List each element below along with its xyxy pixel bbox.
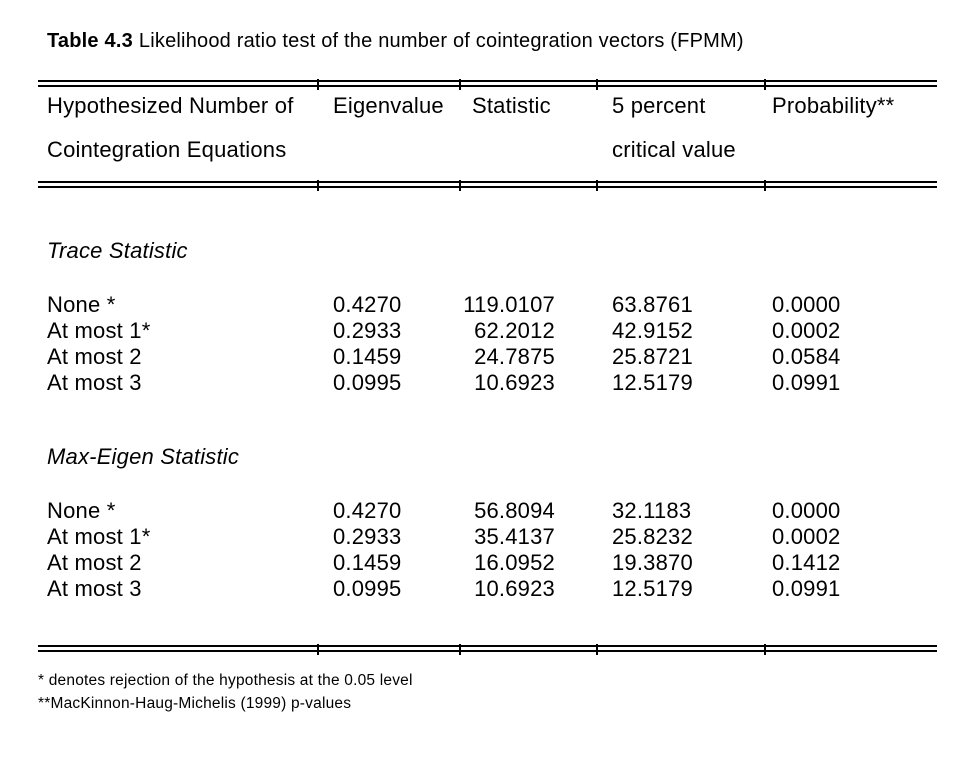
probability-cell: 0.0000 — [772, 292, 841, 317]
table-header-rule — [38, 180, 937, 191]
probability-cell: 0.0991 — [772, 576, 841, 601]
table-row: At most 2 0.1459 16.0952 19.3870 0.1412 — [38, 550, 937, 576]
header-critical-line2: critical value — [612, 137, 736, 162]
column-tick — [596, 644, 598, 655]
statistic-cell: 10.6923 — [474, 576, 555, 601]
table-caption: Table 4.3 Likelihood ratio test of the nu… — [47, 28, 975, 54]
table-number: Table 4.3 — [47, 30, 133, 52]
statistic-cell: 24.7875 — [474, 344, 555, 369]
column-tick — [459, 644, 461, 655]
critical-value-cell: 25.8721 — [612, 344, 693, 369]
column-tick — [764, 79, 766, 90]
hypothesis-cell: None * — [47, 498, 116, 523]
table-row: At most 1* 0.2933 62.2012 42.9152 0.0002 — [38, 318, 937, 344]
header-critical-line1: 5 percent — [612, 93, 706, 118]
header-probability-label: Probability** — [772, 93, 895, 118]
table-caption-text: Likelihood ratio test of the number of c… — [138, 30, 744, 52]
eigenvalue-cell: 0.1459 — [333, 550, 402, 575]
eigenvalue-cell: 0.2933 — [333, 524, 402, 549]
critical-value-cell: 12.5179 — [612, 576, 693, 601]
hypothesis-cell: At most 1* — [47, 524, 151, 549]
trace-rows: None * 0.4270 119.0107 63.8761 0.0000 At… — [0, 292, 975, 396]
column-tick — [317, 180, 319, 191]
footnote-pvalues: **MacKinnon-Haug-Michelis (1999) p-value… — [38, 695, 352, 712]
hypothesis-cell: At most 2 — [47, 550, 142, 575]
hypothesis-cell: At most 1* — [47, 318, 151, 343]
critical-value-cell: 63.8761 — [612, 292, 693, 317]
probability-cell: 0.0002 — [772, 318, 841, 343]
probability-cell: 0.1412 — [772, 550, 841, 575]
critical-value-cell: 25.8232 — [612, 524, 693, 549]
column-tick — [459, 79, 461, 90]
column-tick — [764, 180, 766, 191]
header-statistic: Statistic — [460, 93, 597, 181]
column-tick — [317, 79, 319, 90]
critical-value-cell: 12.5179 — [612, 370, 693, 395]
probability-cell: 0.0584 — [772, 344, 841, 369]
eigenvalue-cell: 0.1459 — [333, 344, 402, 369]
hypothesis-cell: None * — [47, 292, 116, 317]
statistic-cell: 10.6923 — [474, 370, 555, 395]
statistic-cell: 16.0952 — [474, 550, 555, 575]
table-header-row: Hypothesized Number of Cointegration Equ… — [38, 87, 937, 181]
header-critical-value: 5 percent critical value — [597, 93, 765, 181]
header-hypothesized-line1: Hypothesized Number of — [47, 93, 294, 118]
eigenvalue-cell: 0.0995 — [333, 370, 402, 395]
header-statistic-label: Statistic — [472, 93, 551, 118]
eigenvalue-cell: 0.2933 — [333, 318, 402, 343]
footnote-rejection: * denotes rejection of the hypothesis at… — [38, 672, 413, 689]
column-tick — [596, 79, 598, 90]
hypothesis-cell: At most 3 — [47, 370, 142, 395]
table-row: None * 0.4270 119.0107 63.8761 0.0000 — [38, 292, 937, 318]
table-row: At most 3 0.0995 10.6923 12.5179 0.0991 — [38, 576, 937, 602]
table-row: None * 0.4270 56.8094 32.1183 0.0000 — [38, 498, 937, 524]
table-body: Trace Statistic None * 0.4270 119.0107 6… — [0, 238, 975, 602]
hypothesis-cell: At most 2 — [47, 344, 142, 369]
header-probability: Probability** — [765, 93, 937, 181]
section-title-max-eigen: Max-Eigen Statistic — [47, 444, 240, 469]
header-eigenvalue-label: Eigenvalue — [333, 93, 444, 118]
critical-value-cell: 32.1183 — [612, 498, 692, 523]
column-tick — [459, 180, 461, 191]
table-row: At most 1* 0.2933 35.4137 25.8232 0.0002 — [38, 524, 937, 550]
table-bottom-rule — [38, 644, 937, 655]
table-row: At most 2 0.1459 24.7875 25.8721 0.0584 — [38, 344, 937, 370]
statistic-cell: 119.0107 — [463, 292, 555, 317]
eigenvalue-cell: 0.4270 — [333, 498, 402, 523]
table-top-rule — [38, 79, 937, 90]
critical-value-cell: 42.9152 — [612, 318, 693, 343]
eigenvalue-cell: 0.0995 — [333, 576, 402, 601]
max-eigen-rows: None * 0.4270 56.8094 32.1183 0.0000 At … — [0, 498, 975, 602]
column-tick — [317, 644, 319, 655]
table-footnotes: * denotes rejection of the hypothesis at… — [38, 669, 975, 715]
section-title-trace: Trace Statistic — [47, 238, 188, 263]
statistic-cell: 62.2012 — [474, 318, 555, 343]
statistic-cell: 56.8094 — [474, 498, 555, 523]
header-eigenvalue: Eigenvalue — [318, 93, 460, 181]
probability-cell: 0.0002 — [772, 524, 841, 549]
column-tick — [596, 180, 598, 191]
table-row: At most 3 0.0995 10.6923 12.5179 0.0991 — [38, 370, 937, 396]
header-hypothesized-line2: Cointegration Equations — [47, 137, 287, 162]
hypothesis-cell: At most 3 — [47, 576, 142, 601]
eigenvalue-cell: 0.4270 — [333, 292, 402, 317]
critical-value-cell: 19.3870 — [612, 550, 693, 575]
column-tick — [764, 644, 766, 655]
header-hypothesized-number: Hypothesized Number of Cointegration Equ… — [38, 93, 318, 181]
statistic-cell: 35.4137 — [474, 524, 555, 549]
probability-cell: 0.0991 — [772, 370, 841, 395]
probability-cell: 0.0000 — [772, 498, 841, 523]
